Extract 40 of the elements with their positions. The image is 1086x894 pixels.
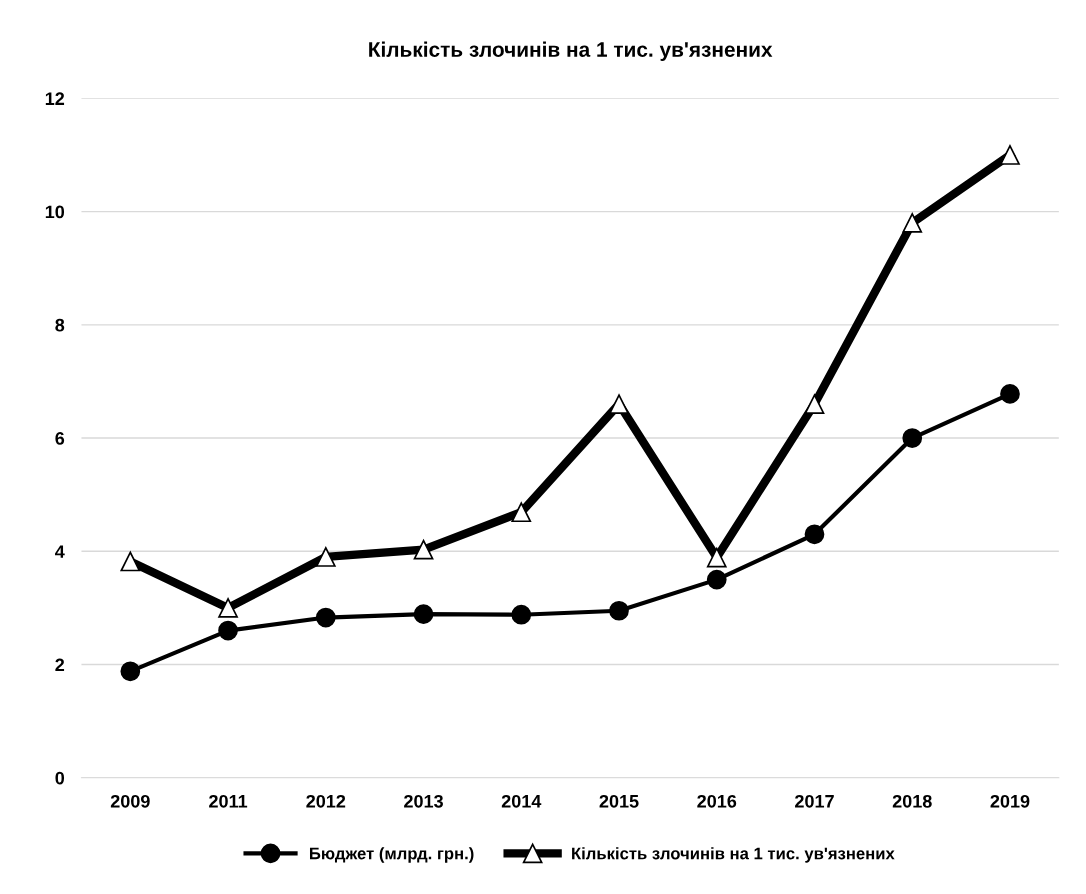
y-tick-label: 12 <box>45 92 65 105</box>
x-tick-label: 2013 <box>404 794 443 808</box>
x-tick-label: 2015 <box>599 794 639 808</box>
point <box>413 539 434 560</box>
point <box>511 502 532 523</box>
x-tick-label: 2011 <box>209 794 248 808</box>
point <box>706 569 727 590</box>
point <box>706 547 727 568</box>
point <box>120 661 141 682</box>
y-tick-label: 6 <box>55 431 65 445</box>
x-tick-label: 2012 <box>306 794 346 808</box>
x-tick-label: 2009 <box>110 794 150 808</box>
x-tick-label: 2016 <box>697 794 737 808</box>
point <box>511 604 532 625</box>
point <box>804 524 825 545</box>
x-tick-label: 2014 <box>501 794 542 808</box>
point <box>315 607 336 628</box>
point <box>120 551 141 572</box>
point <box>902 213 923 233</box>
x-tick-label: 2018 <box>892 794 932 808</box>
point <box>609 394 629 414</box>
point <box>1000 145 1020 165</box>
point <box>609 600 629 621</box>
point <box>218 620 238 641</box>
y-tick-label: 0 <box>55 771 65 785</box>
x-tick-label: 2017 <box>795 794 834 808</box>
y-tick-label: 4 <box>55 545 65 558</box>
point <box>804 394 825 414</box>
point <box>413 604 434 625</box>
point <box>1000 384 1020 404</box>
legend-label: Бюджет (млрд. грн.) <box>309 847 474 863</box>
y-tick-label: 2 <box>55 658 65 672</box>
point <box>315 547 336 567</box>
x-tick-label: 2019 <box>990 794 1030 808</box>
point <box>218 598 238 618</box>
legend-label: Кількість злочинів на 1 тис. ув'язнених <box>572 847 895 863</box>
point <box>902 428 923 448</box>
chart-title: Кількість злочинів на 1 тис. ув'язнених <box>369 41 773 61</box>
y-tick-label: 8 <box>55 318 65 332</box>
y-tick-label: 10 <box>45 205 65 219</box>
